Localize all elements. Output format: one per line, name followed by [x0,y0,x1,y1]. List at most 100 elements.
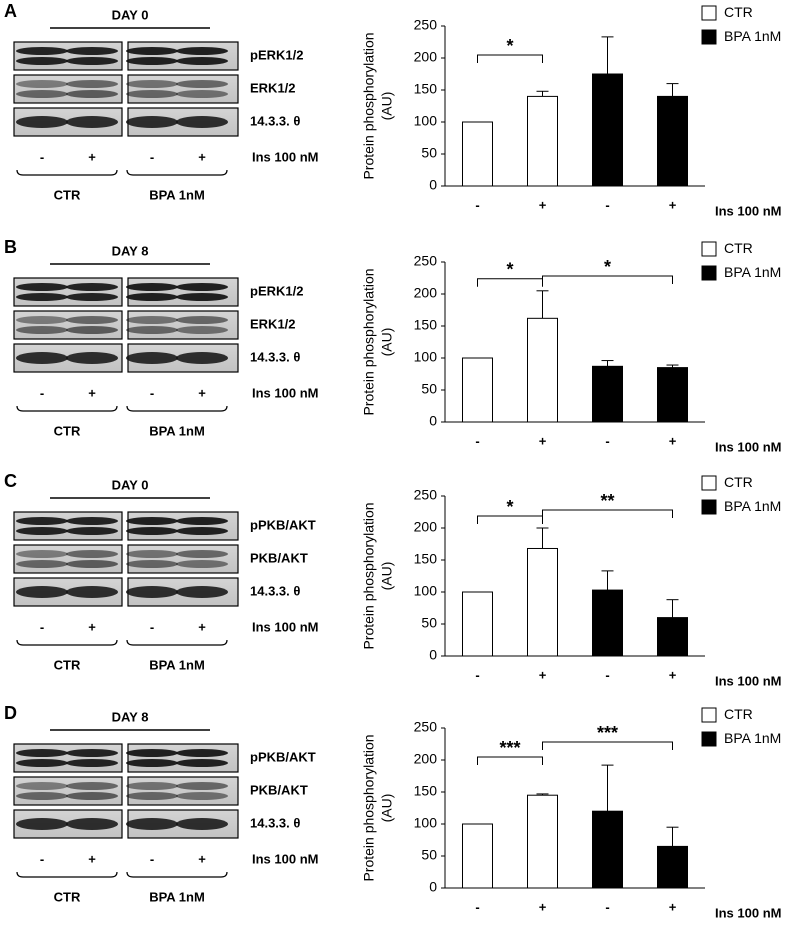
y-tick-label: 100 [414,113,438,129]
error-bar [666,599,679,618]
blot-membrane [13,310,123,340]
blot-band [126,293,178,301]
y-tick-label: 100 [414,583,438,599]
significance-label: ** [600,491,614,511]
y-tick-label: 100 [414,815,438,831]
legend-label: CTR [724,474,753,490]
blot-band [66,759,118,767]
treatment-label: Ins 100 nM [252,149,318,164]
legend-swatch [701,707,717,723]
blot-band [66,527,118,535]
treatment-label: Ins 100 nM [252,385,318,400]
group-bracket [126,871,228,878]
blot-band [126,352,178,364]
significance-bracket [477,515,543,524]
y-tick-label: 0 [429,647,437,663]
blot-band [126,57,178,65]
x-tick-label: - [475,433,479,448]
x-tick-label: - [475,667,479,682]
blot-band [126,90,178,98]
significance-bracket [477,54,543,63]
treatment-sign: + [88,385,96,400]
blot-band [126,818,178,830]
bar [462,357,493,423]
blot-band [176,57,228,65]
bar [462,121,493,187]
y-tick-label: 150 [414,81,438,97]
error-bar [536,793,549,796]
blot-band [66,80,118,88]
bar [527,95,558,187]
x-tick-label: + [669,667,677,682]
legend-label: CTR [724,4,753,20]
band-label: ERK1/2 [250,80,296,95]
blot-band [66,586,118,598]
error-bar [536,527,549,549]
significance-label: * [506,36,513,56]
x-tick-label: + [669,433,677,448]
significance-label: *** [499,738,520,758]
band-label: 14.3.3. θ [250,815,300,830]
blot-band [176,326,228,334]
group-bracket [126,405,228,412]
blot-band [176,759,228,767]
band-label: PKB/AKT [250,550,308,565]
panel: B DAY 8 pERK1/2 ERK1/2 14.3.3. θ - + - + Ins 100 … [4,237,781,455]
significance-bracket [542,275,673,284]
y-tick-label: 100 [414,349,438,365]
band-label: pPKB/AKT [250,517,316,532]
legend-swatch [701,731,717,747]
band-label: 14.3.3. θ [250,583,300,598]
y-axis-title: (AU) [379,328,395,357]
significance-label: * [506,497,513,517]
error-bar [536,90,549,97]
y-axis-title: Protein phosphorylation [361,32,377,179]
treatment-sign: - [40,385,44,400]
y-tick-label: 50 [421,847,437,863]
y-tick-label: 250 [414,17,438,33]
blot-membrane [127,743,239,773]
bar [527,547,558,657]
y-tick-label: 200 [414,751,438,767]
x-tick-label: - [605,433,609,448]
blot-band [66,792,118,800]
blot-band [16,47,68,55]
blot-band [66,352,118,364]
blot-band [176,90,228,98]
x-tick-label: + [539,667,547,682]
blot-band [16,57,68,65]
bar [657,367,688,423]
blot-band [126,550,178,558]
blot-day: DAY 0 [112,477,149,492]
blot-band [176,749,228,757]
significance-label: * [506,260,513,280]
treatment-sign: + [88,619,96,634]
bar [657,845,688,889]
y-tick-label: 50 [421,145,437,161]
treatment-sign: - [150,149,154,164]
blot-membrane [13,544,123,574]
x-axis-title: Ins 100 nM [715,439,781,454]
band-label: pERK1/2 [250,47,303,62]
band-label: pERK1/2 [250,283,303,298]
treatment-sign: - [150,851,154,866]
blot-band [126,116,178,128]
blot-band [126,749,178,757]
y-tick-label: 0 [429,413,437,429]
blot-band [176,80,228,88]
y-axis-title: Protein phosphorylation [361,268,377,415]
blot-band [66,818,118,830]
blot-day: DAY 0 [112,7,149,22]
blot-band [126,782,178,790]
group-label: CTR [54,187,81,202]
blot-band [66,293,118,301]
y-tick-label: 150 [414,783,438,799]
blot-band [66,782,118,790]
x-axis-title: Ins 100 nM [715,905,781,920]
blot-band [16,560,68,568]
error-bar [601,36,614,74]
blot-band [176,550,228,558]
treatment-sign: - [150,385,154,400]
blot-membrane [13,41,123,71]
